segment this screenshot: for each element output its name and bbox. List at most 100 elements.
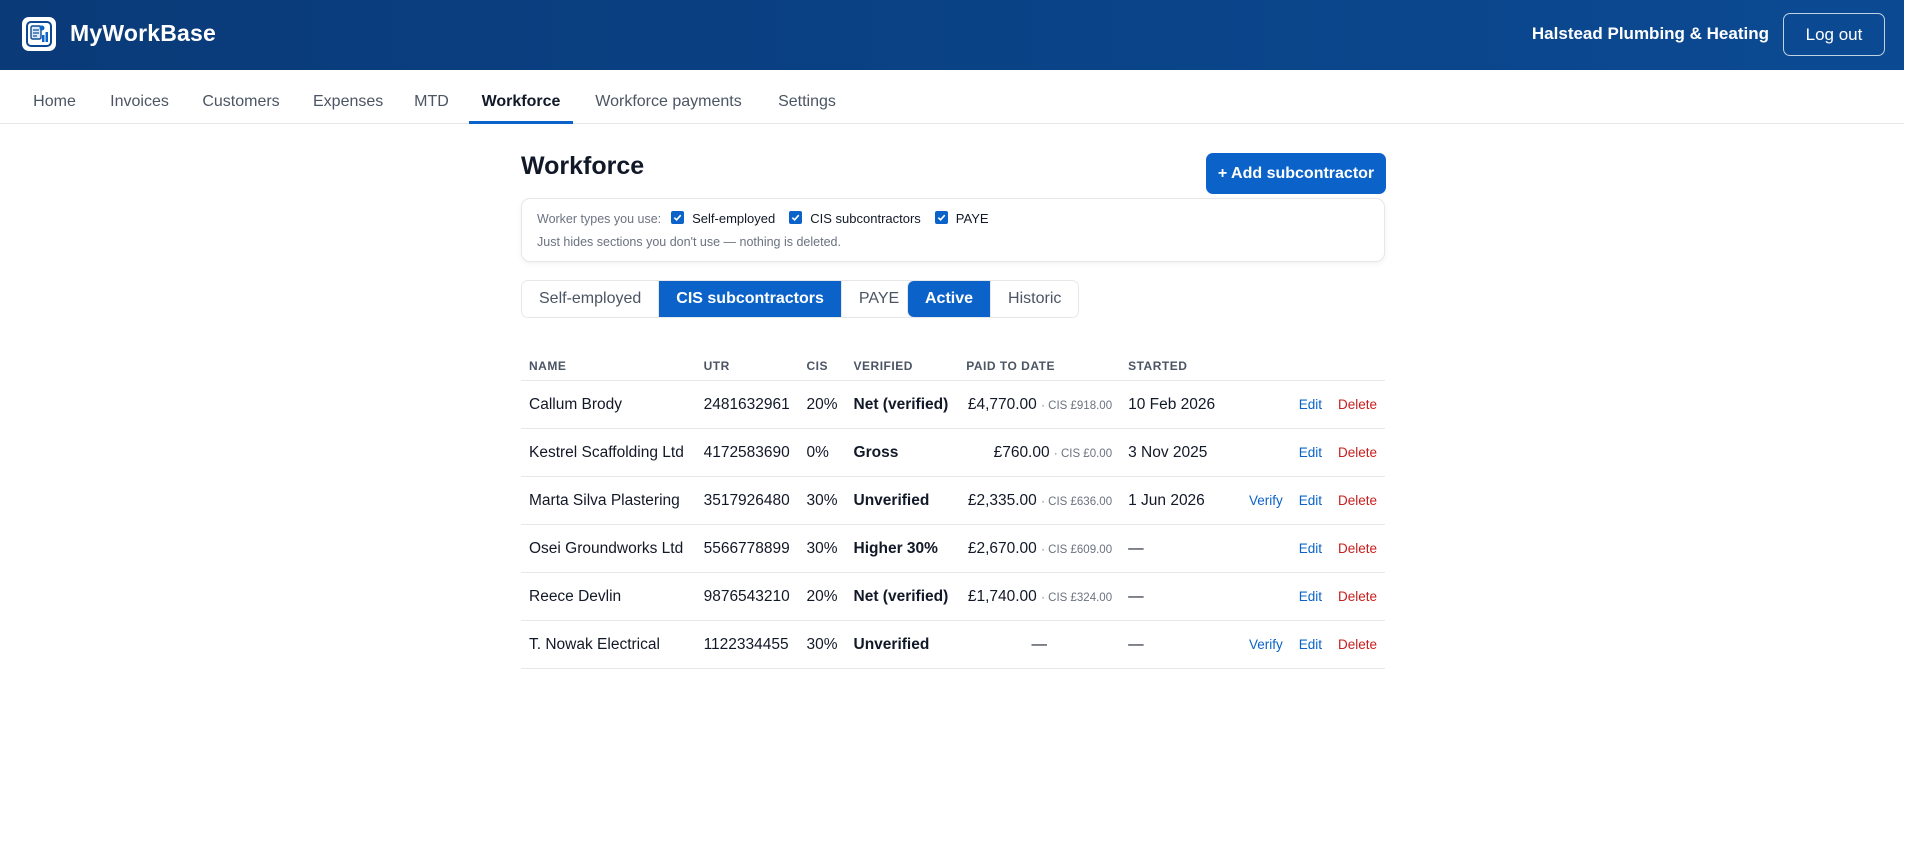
cell-verified: Net (verified) — [845, 380, 959, 429]
table-row: T. Nowak Electrical 1122334455 30% Unver… — [521, 620, 1385, 669]
edit-link[interactable]: Edit — [1298, 397, 1322, 412]
nav-customers[interactable]: Customers — [202, 93, 280, 110]
table-row: Kestrel Scaffolding Ltd 4172583690 0% Gr… — [521, 428, 1385, 477]
cell-verified: Gross — [845, 428, 959, 477]
cell-name: T. Nowak Electrical — [521, 620, 696, 669]
paid-amount: £2,335.00 — [967, 491, 1037, 509]
check-icon — [673, 214, 682, 222]
tab-cis-subcontractors[interactable]: CIS subcontractors — [659, 281, 842, 317]
col-verified: VERIFIED — [845, 352, 959, 381]
col-utr: UTR — [695, 352, 799, 381]
cell-utr: 3517926480 — [695, 476, 799, 525]
brand-name[interactable]: MyWorkBase — [70, 20, 217, 46]
cell-paid: £4,770.00 · CIS £918.00 — [958, 380, 1121, 429]
cell-utr: 9876543210 — [695, 572, 799, 621]
col-name: NAME — [521, 352, 696, 381]
delete-link[interactable]: Delete — [1337, 589, 1377, 604]
cell-cis: 30% — [798, 476, 846, 525]
cell-utr: 5566778899 — [695, 524, 799, 573]
nav-home[interactable]: Home — [33, 93, 76, 110]
nav-invoices[interactable]: Invoices — [110, 93, 169, 110]
paid-amount: £4,770.00 — [967, 395, 1037, 413]
check-icon — [937, 214, 946, 222]
nav-expenses[interactable]: Expenses — [313, 93, 384, 110]
cell-verified: Net (verified) — [845, 572, 959, 621]
col-cis: CIS — [798, 352, 846, 381]
worker-types-note: Just hides sections you don't use — noth… — [537, 235, 841, 249]
edit-link[interactable]: Edit — [1298, 541, 1322, 556]
delete-link[interactable]: Delete — [1337, 637, 1377, 652]
company-name: Halstead Plumbing & Heating — [1531, 24, 1769, 43]
cell-cis: 20% — [798, 380, 846, 429]
app-logo-icon[interactable] — [22, 17, 56, 51]
nav-workforce[interactable]: Workforce — [469, 70, 573, 124]
self-employed-checkbox[interactable] — [671, 211, 685, 224]
table-header-row: NAME UTR CIS VERIFIED PAID TO DATE START… — [521, 352, 1385, 381]
cell-paid: £760.00 · CIS £0.00 — [958, 428, 1121, 477]
tab-paye[interactable]: PAYE — [841, 281, 917, 317]
subcontractor-table: NAME UTR CIS VERIFIED PAID TO DATE START… — [521, 352, 1385, 669]
tab-self-employed[interactable]: Self-employed — [522, 281, 660, 317]
add-subcontractor-button[interactable]: + Add subcontractor — [1206, 153, 1386, 194]
cis-amount: · CIS £0.00 — [1053, 447, 1113, 460]
delete-link[interactable]: Delete — [1337, 493, 1377, 508]
edit-link[interactable]: Edit — [1298, 589, 1322, 604]
cis-amount: · CIS £609.00 — [1041, 543, 1113, 556]
cell-started: — — [1120, 524, 1225, 573]
delete-link[interactable]: Delete — [1337, 445, 1377, 460]
cell-name: Osei Groundworks Ltd — [521, 524, 696, 573]
cell-actions: Edit Delete — [1224, 428, 1385, 477]
cell-started: — — [1120, 620, 1225, 669]
tab-active[interactable]: Active — [908, 281, 992, 317]
cell-paid: £2,335.00 · CIS £636.00 — [958, 476, 1121, 525]
paye-checkbox[interactable] — [934, 211, 948, 224]
table-row: Osei Groundworks Ltd 5566778899 30% High… — [521, 524, 1385, 573]
table-row: Reece Devlin 9876543210 20% Net (verifie… — [521, 572, 1385, 621]
cell-actions: Edit Delete — [1224, 572, 1385, 621]
cis-subcontractors-checkbox[interactable] — [789, 211, 803, 224]
cell-actions: Verify Edit Delete — [1224, 476, 1385, 525]
edit-link[interactable]: Edit — [1298, 445, 1322, 460]
cell-cis: 30% — [798, 524, 846, 573]
col-paid-to-date: PAID TO DATE — [958, 352, 1121, 381]
page-title: Workforce — [521, 152, 645, 180]
worker-types-panel: Worker types you use: Self-employed CIS … — [521, 198, 1385, 262]
paye-checkbox-label[interactable]: PAYE — [955, 211, 989, 226]
cell-name: Callum Brody — [521, 380, 696, 429]
edit-link[interactable]: Edit — [1298, 493, 1322, 508]
cell-paid: £2,670.00 · CIS £609.00 — [958, 524, 1121, 573]
cis-subcontractors-checkbox-label[interactable]: CIS subcontractors — [810, 211, 921, 226]
cell-started: 1 Jun 2026 — [1120, 476, 1225, 525]
self-employed-checkbox-label[interactable]: Self-employed — [692, 211, 776, 226]
cell-cis: 20% — [798, 572, 846, 621]
logout-button[interactable]: Log out — [1783, 13, 1885, 56]
nav-mtd[interactable]: MTD — [414, 93, 449, 110]
delete-link[interactable]: Delete — [1337, 397, 1377, 412]
cell-utr: 2481632961 — [695, 380, 799, 429]
cell-cis: 0% — [798, 428, 846, 477]
nav-workforce-payments[interactable]: Workforce payments — [595, 93, 742, 110]
worker-types-label: Worker types you use: — [537, 211, 662, 226]
cell-verified: Higher 30% — [845, 524, 959, 573]
cell-name: Kestrel Scaffolding Ltd — [521, 428, 696, 477]
col-actions — [1224, 352, 1385, 381]
verify-link[interactable]: Verify — [1248, 493, 1283, 508]
tab-historic[interactable]: Historic — [991, 281, 1079, 317]
cell-started: — — [1120, 572, 1225, 621]
edit-link[interactable]: Edit — [1298, 637, 1322, 652]
verify-link[interactable]: Verify — [1248, 637, 1283, 652]
delete-link[interactable]: Delete — [1337, 541, 1377, 556]
cis-amount: · CIS £636.00 — [1041, 495, 1113, 508]
cell-actions: Edit Delete — [1224, 380, 1385, 429]
cell-utr: 1122334455 — [695, 620, 799, 669]
cell-name: Reece Devlin — [521, 572, 696, 621]
paid-amount: — — [1031, 635, 1047, 653]
worker-type-tabs: Self-employed CIS subcontractors PAYE — [521, 280, 918, 318]
col-started: STARTED — [1120, 352, 1225, 381]
nav-settings[interactable]: Settings — [778, 93, 836, 110]
cell-actions: Verify Edit Delete — [1224, 620, 1385, 669]
cell-paid: — — [958, 620, 1121, 669]
paid-amount: £2,670.00 — [967, 539, 1037, 557]
cell-verified: Unverified — [845, 620, 959, 669]
cell-cis: 30% — [798, 620, 846, 669]
